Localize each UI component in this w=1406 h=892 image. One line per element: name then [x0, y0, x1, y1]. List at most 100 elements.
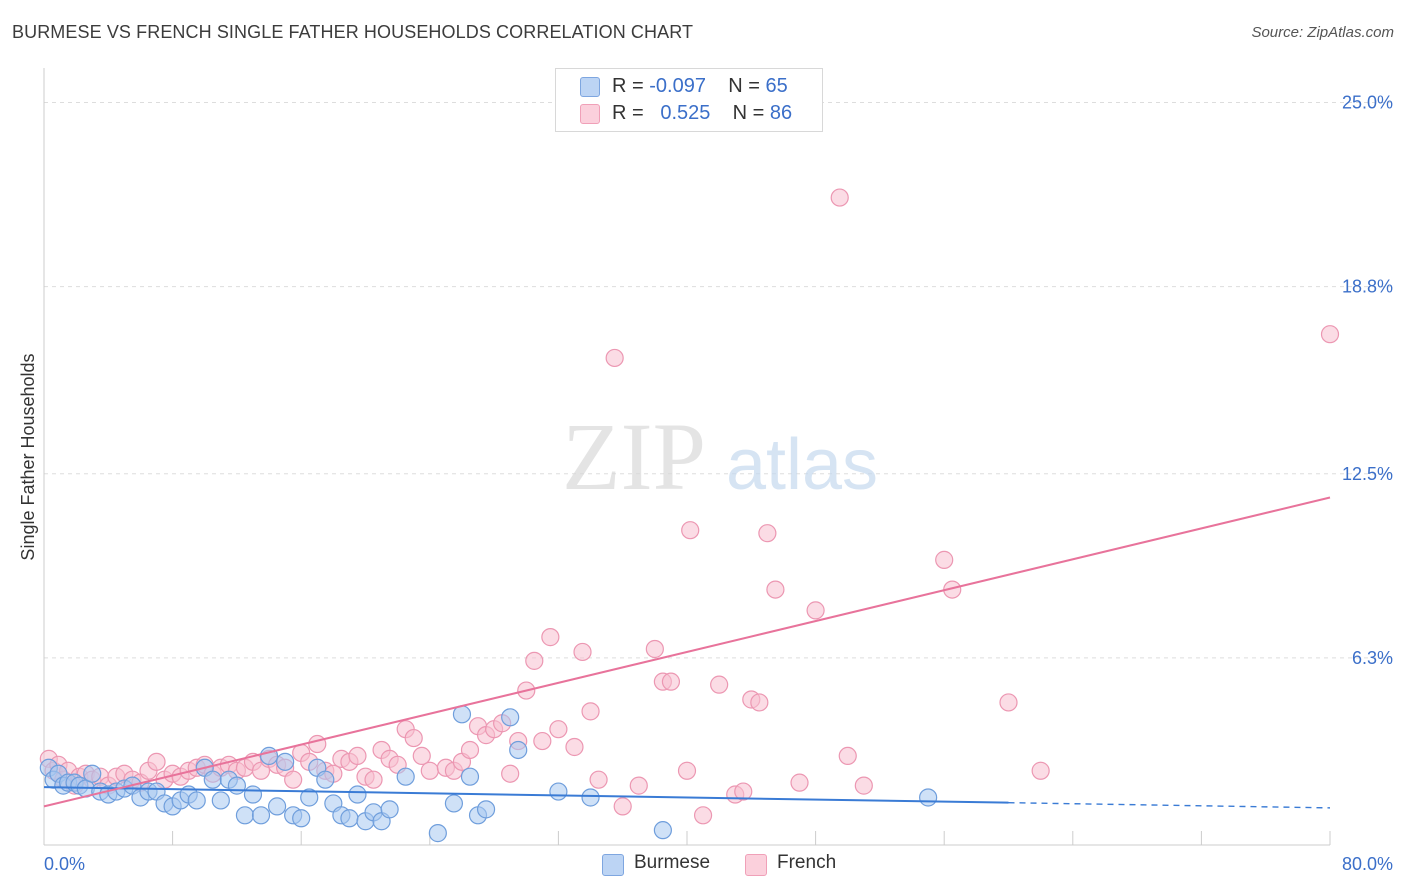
burmese-trend-line — [43, 786, 1009, 804]
burmese-point — [267, 797, 287, 816]
french-point — [364, 770, 383, 789]
french-point — [734, 782, 753, 801]
burmese-point — [501, 708, 520, 727]
french-point — [420, 761, 439, 780]
burmese-point — [251, 806, 271, 825]
french-point — [501, 764, 520, 783]
burmese-point — [549, 782, 568, 801]
legend-r-value: -0.097 — [649, 75, 706, 97]
y-tick-label: 25.0% — [1342, 93, 1393, 113]
burmese-point — [444, 794, 464, 813]
french-trend-line — [43, 496, 1331, 808]
burmese-swatch — [580, 77, 600, 97]
french-point — [661, 672, 681, 691]
french-legend-label: French — [777, 852, 837, 873]
burmese-point — [919, 788, 938, 807]
legend-n-value: 65 — [765, 75, 788, 97]
burmese-point — [476, 800, 496, 819]
french-point — [758, 524, 777, 543]
watermark-atlas: atlas — [726, 425, 878, 505]
french-point — [533, 731, 552, 751]
french-point — [1320, 325, 1340, 344]
burmese-point — [428, 824, 447, 843]
french-point — [589, 770, 608, 789]
watermark-zip: ZIP — [562, 403, 706, 510]
french-point — [412, 746, 431, 766]
y-axis-label: Single Father Households — [18, 353, 38, 560]
burmese-point — [83, 764, 102, 783]
french-point — [147, 752, 166, 771]
french-point — [645, 639, 664, 659]
burmese-point — [235, 806, 255, 825]
french-point — [565, 737, 584, 757]
french-point — [308, 734, 327, 754]
burmese-points — [39, 705, 938, 843]
legend-r-value: 0.525 — [660, 102, 711, 124]
french-point — [750, 693, 769, 712]
trend-lines — [43, 496, 1331, 809]
french-point — [677, 761, 697, 780]
burmese-point — [340, 809, 359, 828]
french-point — [838, 746, 857, 766]
source-label: Source: ZipAtlas.com — [1251, 24, 1394, 41]
burmese-legend-label: Burmese — [634, 852, 711, 873]
french-point — [830, 188, 849, 207]
french-point — [549, 720, 568, 739]
french-point — [1031, 761, 1050, 780]
y-tick-label: 6.3% — [1352, 648, 1393, 668]
y-tick-label: 12.5% — [1342, 464, 1393, 484]
y-tick-label: 18.8% — [1342, 277, 1393, 297]
burmese-legend-swatch — [602, 854, 624, 876]
burmese-point — [187, 791, 206, 810]
french-point — [681, 521, 700, 540]
x-tick-label-max: 80.0% — [1342, 854, 1393, 874]
burmese-point — [348, 785, 367, 804]
burmese-trend-extension — [1008, 801, 1331, 809]
burmese-point — [243, 785, 263, 804]
french-point — [581, 702, 600, 721]
french-point — [854, 776, 873, 795]
burmese-point — [653, 821, 672, 840]
burmese-point — [380, 800, 399, 819]
legend-r-label: R = — [612, 75, 650, 97]
french-legend-swatch — [745, 854, 767, 876]
french-point — [605, 348, 624, 368]
french-swatch — [580, 104, 600, 124]
burmese-point — [203, 770, 222, 789]
correlation-legend: R = -0.097 N = 65 R = 0.525 N = 86 — [555, 68, 823, 132]
burmese-point — [316, 770, 335, 789]
legend-n-label: N = — [732, 102, 770, 124]
burmese-point — [509, 740, 528, 760]
burmese-point — [276, 752, 295, 771]
watermark: ZIP atlas — [562, 403, 878, 510]
legend-n-value: 86 — [769, 102, 793, 124]
burmese-point — [292, 809, 311, 828]
french-point — [766, 580, 785, 599]
legend-r-label: R = — [612, 102, 650, 124]
french-point — [348, 746, 367, 766]
french-point — [613, 797, 632, 816]
french-point — [573, 642, 592, 662]
french-point — [999, 693, 1018, 712]
x-tick-label-min: 0.0% — [44, 854, 85, 874]
french-point — [541, 628, 560, 647]
french-point — [284, 770, 303, 789]
french-point — [525, 651, 544, 670]
axes: 6.3% 12.5% 18.8% 25.0% — [43, 68, 1393, 846]
french-point — [629, 776, 648, 795]
burmese-point — [460, 767, 480, 786]
french-point — [935, 550, 954, 569]
french-point — [693, 806, 713, 825]
legend-n-label: N = — [728, 75, 766, 97]
french-point — [806, 601, 825, 620]
burmese-point — [396, 767, 415, 786]
french-point — [790, 773, 809, 792]
french-point — [404, 728, 423, 748]
burmese-point — [211, 791, 230, 810]
french-point — [460, 740, 480, 760]
grid-lines — [44, 102, 1393, 659]
burmese-point — [581, 788, 600, 807]
burmese-point — [227, 776, 246, 795]
french-point — [710, 675, 729, 694]
